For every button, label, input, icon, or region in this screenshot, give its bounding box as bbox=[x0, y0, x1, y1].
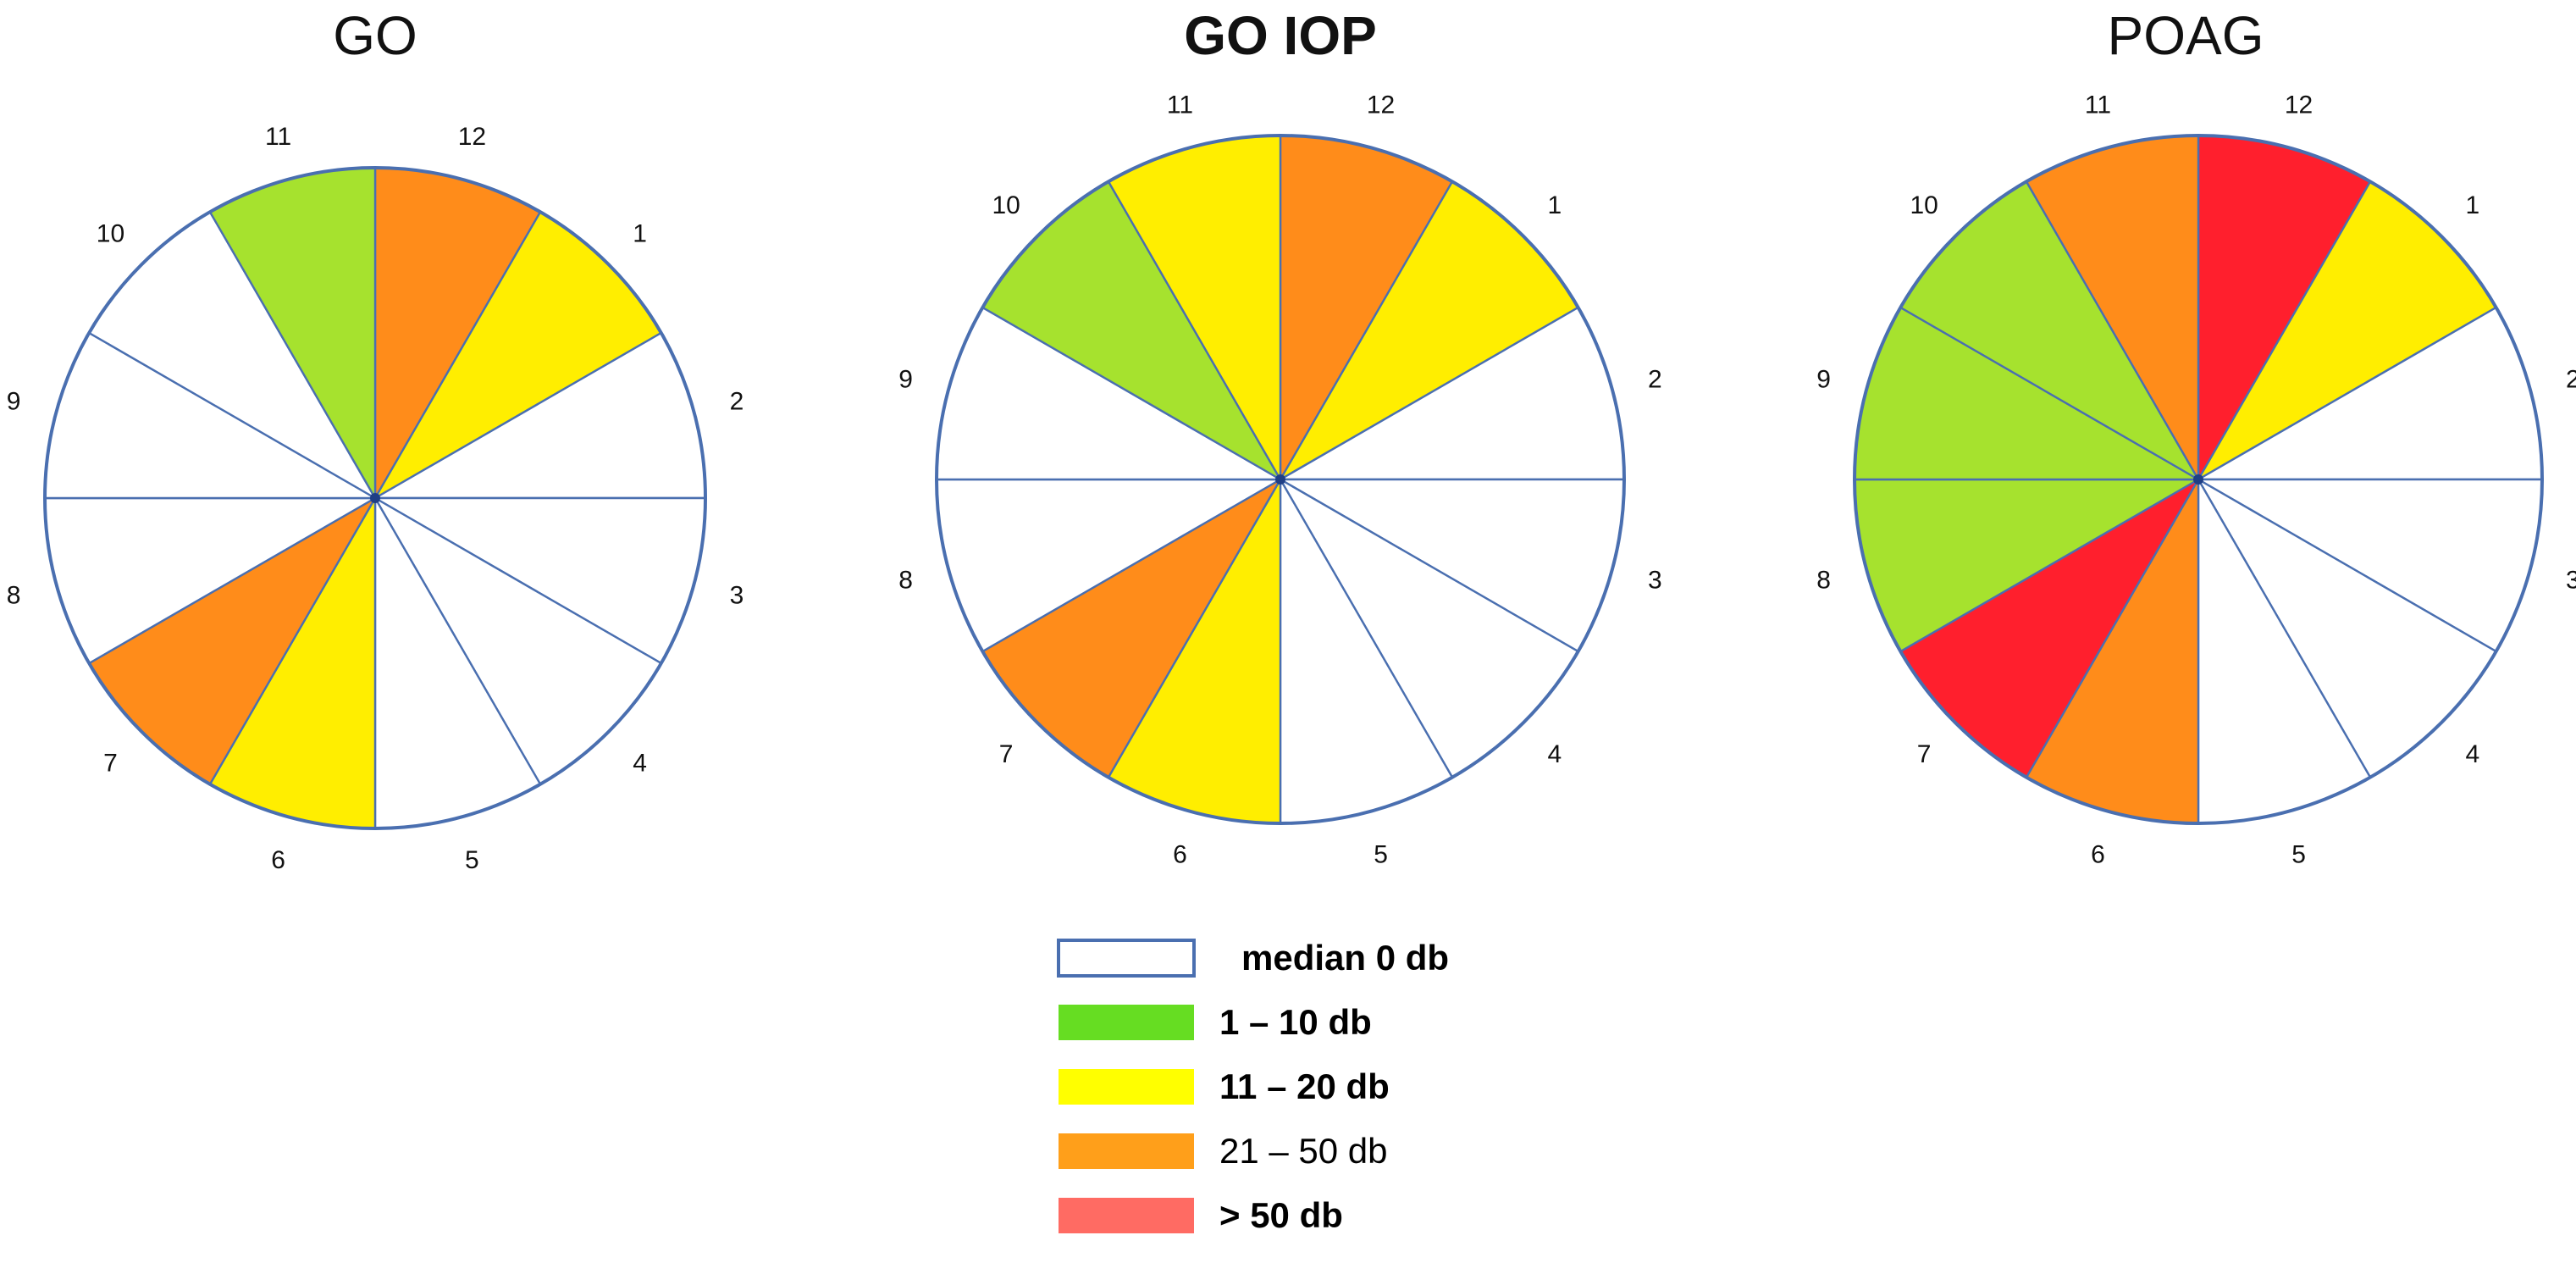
clock-label-10: 10 bbox=[97, 219, 124, 247]
clock-outline bbox=[1853, 134, 2544, 825]
clock-label-4: 4 bbox=[633, 750, 647, 778]
chart-title-go: GO bbox=[333, 5, 417, 66]
clock-label-6: 6 bbox=[271, 846, 285, 874]
clock-label-1: 1 bbox=[1548, 191, 1562, 219]
clock-label-3: 3 bbox=[730, 581, 744, 609]
clock-center-dot bbox=[1275, 474, 1285, 485]
chart-title-poag: POAG bbox=[2108, 5, 2264, 66]
clock-label-12: 12 bbox=[2285, 91, 2313, 119]
clock-label-11: 11 bbox=[2085, 91, 2111, 119]
legend-swatch-1-10-db bbox=[1059, 1005, 1194, 1040]
clock-label-8: 8 bbox=[7, 581, 21, 609]
clock-label-1: 1 bbox=[633, 219, 647, 247]
clock-label-9: 9 bbox=[898, 365, 913, 393]
clock-label-5: 5 bbox=[2291, 840, 2306, 868]
clock-label-7: 7 bbox=[999, 740, 1014, 768]
clock-label-6: 6 bbox=[1173, 840, 1187, 868]
legend-swatch-median-0-db bbox=[1057, 939, 1196, 978]
legend-swatch-21-50-db bbox=[1059, 1133, 1194, 1169]
clock-label-4: 4 bbox=[2466, 740, 2480, 768]
clock-label-2: 2 bbox=[2566, 365, 2576, 393]
clock-label-11: 11 bbox=[1167, 91, 1193, 119]
clock-label-7: 7 bbox=[1917, 740, 1932, 768]
legend: median 0 db 1 – 10 db 11 – 20 db 21 – 50… bbox=[1057, 938, 1449, 1235]
clock-label-9: 9 bbox=[1816, 365, 1831, 393]
legend-label-21-50-db: 21 – 50 db bbox=[1219, 1131, 1388, 1171]
clock-label-6: 6 bbox=[2091, 840, 2105, 868]
clock-label-12: 12 bbox=[1367, 91, 1395, 119]
legend-label-median-0-db: median 0 db bbox=[1241, 938, 1449, 978]
legend-swatch-over-50-db bbox=[1059, 1198, 1194, 1233]
clock-label-2: 2 bbox=[1648, 365, 1662, 393]
clock-label-11: 11 bbox=[265, 123, 291, 151]
clock-label-7: 7 bbox=[103, 750, 118, 778]
clock-outline bbox=[935, 134, 1626, 825]
clock-label-5: 5 bbox=[1374, 840, 1388, 868]
clock-label-5: 5 bbox=[465, 846, 479, 874]
clock-label-2: 2 bbox=[730, 388, 744, 416]
clock-label-8: 8 bbox=[898, 567, 913, 595]
clock-label-10: 10 bbox=[1910, 191, 1938, 219]
clock-label-1: 1 bbox=[2466, 191, 2480, 219]
chart-title-go-iop: GO IOP bbox=[1184, 5, 1377, 66]
clock-outline bbox=[43, 166, 707, 830]
clock-label-8: 8 bbox=[1816, 567, 1831, 595]
clock-label-3: 3 bbox=[1648, 567, 1662, 595]
legend-label-1-10-db: 1 – 10 db bbox=[1219, 1002, 1372, 1042]
clock-label-12: 12 bbox=[458, 123, 486, 151]
legend-label-over-50-db: > 50 db bbox=[1219, 1195, 1343, 1235]
legend-swatch-11-20-db bbox=[1059, 1069, 1194, 1105]
clock-center-dot bbox=[2193, 474, 2203, 485]
legend-label-11-20-db: 11 – 20 db bbox=[1219, 1066, 1390, 1106]
clock-label-3: 3 bbox=[2566, 567, 2576, 595]
clock-label-10: 10 bbox=[992, 191, 1020, 219]
clock-label-9: 9 bbox=[7, 388, 21, 416]
clock-label-4: 4 bbox=[1548, 740, 1562, 768]
clock-center-dot bbox=[370, 493, 380, 503]
